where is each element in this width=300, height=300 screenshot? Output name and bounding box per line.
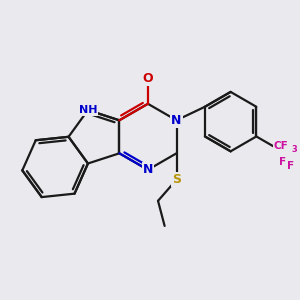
Text: N: N [143, 163, 153, 176]
Text: NH: NH [79, 105, 97, 115]
Text: O: O [142, 72, 153, 85]
Text: S: S [172, 173, 181, 186]
Text: F: F [278, 157, 286, 166]
Text: F: F [287, 161, 294, 171]
Text: 3: 3 [291, 145, 297, 154]
Text: CF: CF [274, 141, 288, 152]
Text: N: N [171, 114, 182, 127]
